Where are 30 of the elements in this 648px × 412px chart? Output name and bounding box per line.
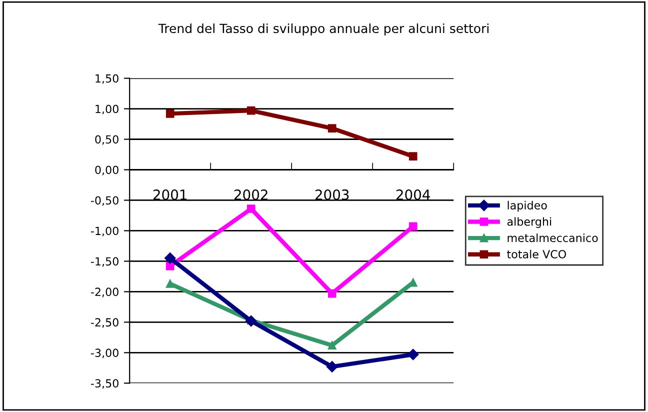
legend-label: totale VCO bbox=[507, 250, 566, 258]
x-tick-label: 2004 bbox=[396, 189, 430, 200]
point bbox=[166, 280, 174, 288]
point bbox=[408, 152, 418, 160]
point bbox=[166, 109, 174, 118]
point bbox=[164, 252, 176, 264]
y-tick-label: -3,50 bbox=[90, 379, 118, 389]
point bbox=[328, 124, 336, 132]
y-tick-label: -0,50 bbox=[90, 196, 118, 206]
y-tick-label: -2,00 bbox=[90, 288, 118, 298]
y-tick-label: -1,50 bbox=[90, 257, 118, 267]
legend-label: lapideo bbox=[508, 200, 547, 212]
point bbox=[326, 361, 338, 372]
chart-title: Trend del Tasso di sviluppo annuale per alcuni settori bbox=[158, 23, 488, 36]
y-tick-label: -1,00 bbox=[90, 226, 118, 236]
y-tick-label: 1,50 bbox=[96, 74, 118, 84]
y-tick-label: -2,50 bbox=[90, 318, 118, 328]
y-tick-label: -3,00 bbox=[90, 348, 118, 358]
point bbox=[246, 106, 256, 115]
y-tick-label: 0,00 bbox=[95, 166, 118, 176]
point bbox=[328, 289, 336, 298]
point bbox=[166, 262, 174, 270]
y-tick-label: 0,50 bbox=[95, 135, 118, 145]
point bbox=[407, 348, 419, 360]
point bbox=[408, 222, 418, 231]
legend-label: metalmeccanico bbox=[508, 234, 598, 242]
point bbox=[328, 341, 336, 350]
y-tick-label: 1,00 bbox=[96, 104, 118, 114]
legend-label: alberghi bbox=[507, 217, 552, 228]
point bbox=[246, 204, 256, 213]
